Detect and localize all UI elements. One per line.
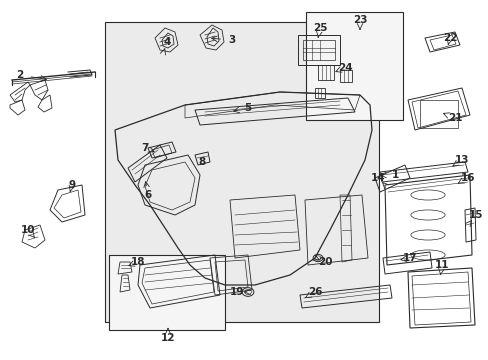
Text: 11: 11 (434, 260, 448, 270)
Bar (109, 255, 224, 330)
Text: 22: 22 (442, 33, 456, 43)
Text: 15: 15 (468, 210, 482, 220)
Text: 5: 5 (244, 103, 251, 113)
Text: 17: 17 (402, 253, 416, 263)
Text: 6: 6 (144, 190, 151, 200)
Text: 1: 1 (390, 170, 398, 180)
Bar (305, 12, 402, 120)
Text: 12: 12 (161, 333, 175, 343)
Text: 26: 26 (307, 287, 322, 297)
Text: 13: 13 (454, 155, 468, 165)
Text: 9: 9 (68, 180, 76, 190)
Text: 24: 24 (337, 63, 351, 73)
Text: 18: 18 (130, 257, 145, 267)
Text: 23: 23 (352, 15, 366, 25)
Text: 7: 7 (141, 143, 148, 153)
Text: 2: 2 (16, 70, 23, 80)
Text: 4: 4 (163, 37, 170, 47)
Text: 8: 8 (198, 157, 205, 167)
Text: 21: 21 (447, 113, 461, 123)
Text: 19: 19 (229, 287, 244, 297)
Text: 25: 25 (312, 23, 326, 33)
Text: 20: 20 (317, 257, 331, 267)
Bar (419, 100, 457, 128)
Text: 14: 14 (370, 173, 385, 183)
Text: 10: 10 (20, 225, 35, 235)
Text: 16: 16 (460, 173, 474, 183)
Bar (105, 22, 378, 322)
Text: 3: 3 (228, 35, 235, 45)
